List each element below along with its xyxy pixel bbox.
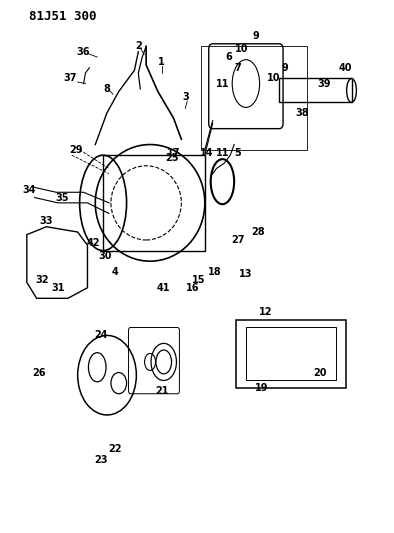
Text: 20: 20 [314,368,327,377]
Text: 36: 36 [77,47,90,56]
Text: 23: 23 [95,455,108,465]
Text: 33: 33 [40,216,53,227]
Text: 1: 1 [158,58,165,67]
Text: 17: 17 [167,148,180,158]
Text: 14: 14 [200,148,214,158]
Text: 24: 24 [95,330,108,341]
Text: 5: 5 [235,148,242,158]
Text: 31: 31 [51,282,65,293]
Text: 9: 9 [282,63,288,72]
Text: 81J51 300: 81J51 300 [29,10,96,23]
Text: 28: 28 [251,227,264,237]
Text: 22: 22 [108,445,122,455]
Text: 19: 19 [255,383,268,393]
Text: 27: 27 [231,235,245,245]
Text: 7: 7 [235,63,242,72]
Text: 32: 32 [36,274,49,285]
Text: 29: 29 [69,145,82,155]
Text: 9: 9 [252,31,259,41]
Text: 37: 37 [63,73,76,83]
Text: 12: 12 [259,306,272,317]
Text: 3: 3 [182,92,189,102]
Text: 6: 6 [225,52,232,62]
Text: 34: 34 [22,184,35,195]
Text: 21: 21 [155,386,169,396]
Text: 15: 15 [192,274,206,285]
Text: 38: 38 [296,108,309,118]
Text: 11: 11 [216,78,229,88]
Text: 35: 35 [55,192,69,203]
Text: 8: 8 [104,84,110,94]
Text: 25: 25 [165,153,178,163]
Text: 41: 41 [157,282,171,293]
Text: 26: 26 [32,368,45,377]
Text: 2: 2 [135,42,142,52]
Text: 30: 30 [98,251,112,261]
Text: 39: 39 [318,78,331,88]
Text: 42: 42 [87,238,100,248]
Text: 11: 11 [216,148,229,158]
Text: 4: 4 [112,267,118,277]
Text: 10: 10 [266,73,280,83]
Text: 13: 13 [239,270,253,279]
Text: 10: 10 [235,44,249,54]
Text: 16: 16 [186,282,200,293]
Text: 18: 18 [208,267,221,277]
Text: 40: 40 [339,63,352,72]
